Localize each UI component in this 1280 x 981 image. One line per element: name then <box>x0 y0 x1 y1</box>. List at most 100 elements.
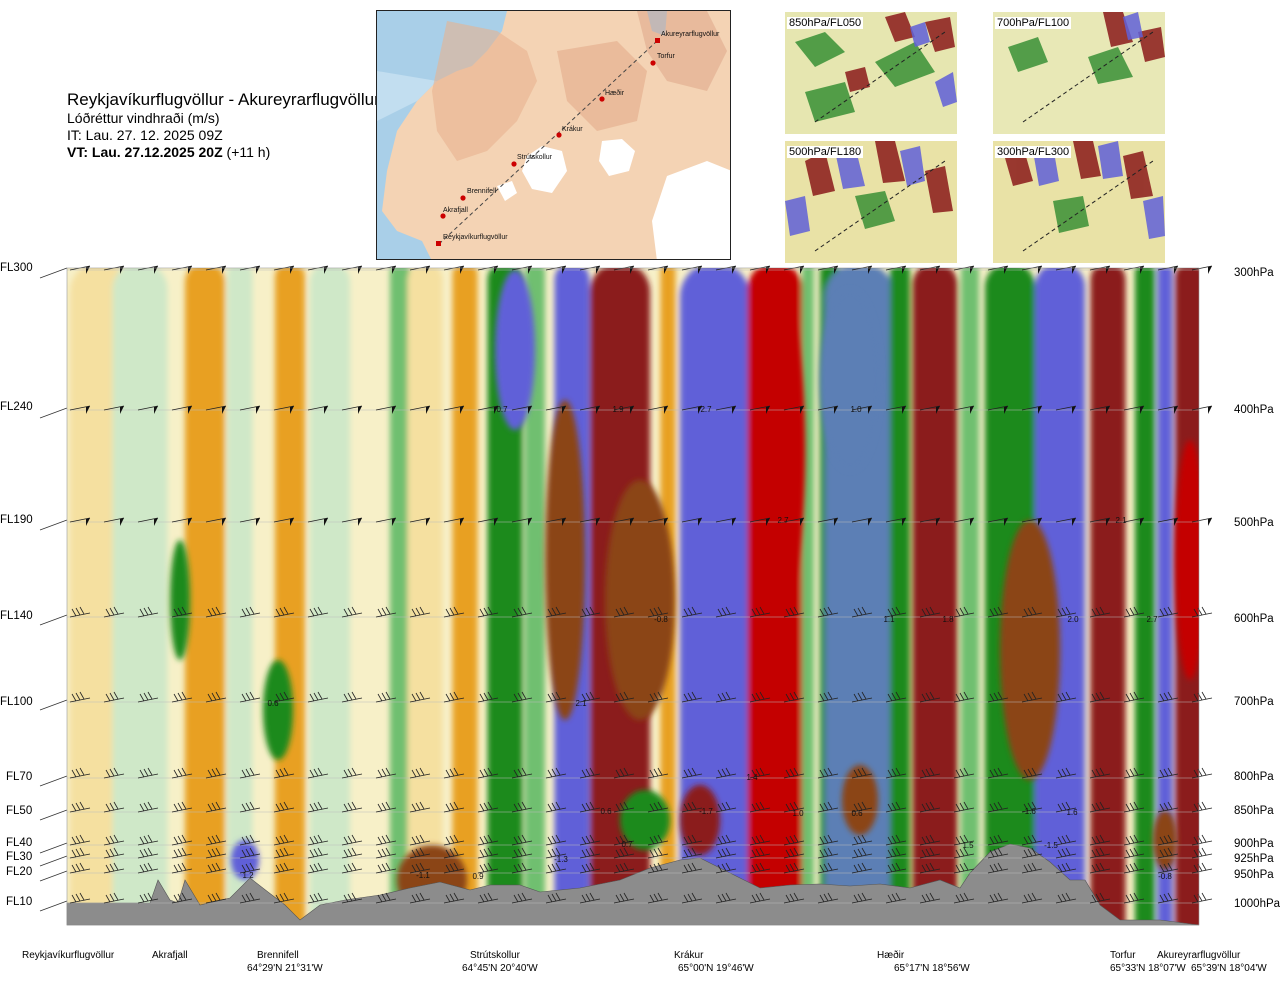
wind-barb <box>647 862 669 874</box>
value-label: 1.8 <box>942 615 954 624</box>
wind-barb <box>1089 892 1111 904</box>
wind-barb <box>885 892 907 904</box>
wind-barb <box>987 892 1009 904</box>
map-label-reykjavik: Reykjavíkurflugvöllur <box>443 234 508 241</box>
wind-barb <box>817 834 839 846</box>
wind-barb <box>1089 862 1111 874</box>
wind-barb <box>715 862 737 874</box>
fl-label-fl190: FL190 <box>0 514 33 526</box>
wind-barb <box>613 767 635 779</box>
contour-band <box>680 268 750 925</box>
wind-barb <box>715 517 737 526</box>
wind-barb <box>511 862 533 874</box>
wind-barb <box>341 847 363 859</box>
wind-barb <box>1123 606 1145 618</box>
wind-barb <box>579 892 601 904</box>
value-label: 0.9 <box>472 872 484 881</box>
wind-barb <box>341 834 363 846</box>
contour-band <box>802 268 814 925</box>
wind-barb <box>1191 691 1213 703</box>
wind-barb <box>545 801 567 813</box>
wind-barb <box>103 767 125 779</box>
wind-barb <box>851 801 873 813</box>
axis-tick <box>39 614 68 626</box>
wind-barb <box>817 862 839 874</box>
wind-barb <box>1157 691 1179 703</box>
wind-barb <box>477 862 499 874</box>
wind-barb <box>817 892 839 904</box>
wind-barb <box>783 767 805 779</box>
wind-barb <box>1191 767 1213 779</box>
wind-barb <box>817 801 839 813</box>
wind-barb <box>1089 691 1111 703</box>
wind-barb <box>817 847 839 859</box>
wind-barb <box>1157 517 1179 526</box>
wind-barb <box>579 405 601 414</box>
value-label: -1.1 <box>416 871 430 880</box>
coord-label-krakur: 65°00'N 19°46'W <box>678 963 754 974</box>
map-label-akrafjall: Akrafjall <box>443 207 468 214</box>
axis-tick <box>39 900 68 912</box>
wind-barb <box>613 834 635 846</box>
wind-barb <box>783 834 805 846</box>
wind-barb <box>749 517 771 526</box>
contour-blob <box>820 290 880 470</box>
wind-barb <box>375 892 397 904</box>
value-label: 2.0 <box>1067 615 1079 624</box>
wind-barb <box>1123 847 1145 859</box>
thumbnail-700hpa[interactable]: 700hPa/FL100 <box>993 12 1165 134</box>
wind-barb <box>375 405 397 414</box>
wind-barb <box>919 691 941 703</box>
thumbnail-850hpa[interactable]: 850hPa/FL050 <box>785 12 957 134</box>
wind-barb <box>171 606 193 618</box>
thumbnail-500hpa-label: 500hPa/FL180 <box>787 146 864 158</box>
contour-blob <box>495 270 535 430</box>
thumbnail-300hpa[interactable]: 300hPa/FL300 <box>993 141 1165 263</box>
wind-barb <box>579 767 601 779</box>
value-label: 0.7 <box>496 405 508 414</box>
wind-barb <box>885 691 907 703</box>
wind-barb <box>273 801 295 813</box>
wind-barb <box>681 801 703 813</box>
value-label: 2.7 <box>777 516 789 525</box>
value-label: 1.2 <box>242 871 254 880</box>
wind-barb <box>69 862 91 874</box>
wind-barb <box>545 862 567 874</box>
wind-barb <box>477 892 499 904</box>
wind-barb <box>273 767 295 779</box>
wind-barb <box>1157 606 1179 618</box>
wind-barb <box>987 767 1009 779</box>
thumbnail-500hpa[interactable]: 500hPa/FL180 <box>785 141 957 263</box>
value-label: 1.6 <box>1066 808 1078 817</box>
wind-barb <box>103 801 125 813</box>
wind-barb <box>477 834 499 846</box>
wind-barb <box>681 606 703 618</box>
map-point-brennifell-marker <box>460 195 466 201</box>
wind-barb <box>919 767 941 779</box>
wind-barb <box>613 606 635 618</box>
wind-barb <box>443 801 465 813</box>
wind-barb <box>205 862 227 874</box>
wind-barb <box>1157 847 1179 859</box>
wind-barb <box>477 767 499 779</box>
wind-barb <box>69 834 91 846</box>
wind-barb <box>1021 862 1043 874</box>
fl-label-fl100: FL100 <box>0 696 33 708</box>
wind-barb <box>103 691 125 703</box>
wind-barb <box>749 801 771 813</box>
wind-barb <box>273 892 295 904</box>
wind-barb <box>647 606 669 618</box>
contour-band <box>1135 268 1155 925</box>
wind-barb <box>409 834 431 846</box>
wind-barb <box>1089 767 1111 779</box>
wind-barb <box>511 892 533 904</box>
hpa-label-925: 925hPa <box>1234 853 1274 865</box>
wind-barb <box>749 892 771 904</box>
wind-barb <box>953 862 975 874</box>
wind-barb <box>511 834 533 846</box>
wind-barb <box>1191 265 1213 274</box>
hpa-label-400: 400hPa <box>1234 404 1274 416</box>
wind-barb <box>409 691 431 703</box>
wind-barb <box>307 517 329 526</box>
wind-barb <box>341 801 363 813</box>
